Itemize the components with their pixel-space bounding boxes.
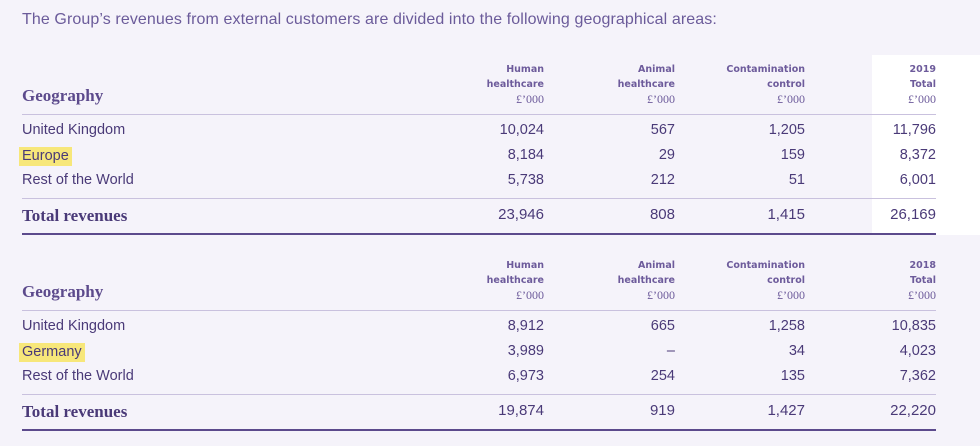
- total-row: Total revenues 23,946 808 1,415 26,169: [0, 206, 980, 230]
- geography-heading: Geography: [22, 282, 104, 301]
- row-label: United Kingdom: [22, 122, 126, 138]
- cell: 19,874: [498, 402, 544, 419]
- col-header-total: 2019 Total £’000: [908, 64, 936, 106]
- col-header-animal-healthcare: Animal healthcare £’000: [617, 260, 675, 302]
- cell: 8,184: [507, 147, 544, 163]
- cell: 10,835: [891, 318, 936, 334]
- cell: 8,372: [899, 147, 936, 163]
- cell: 6,973: [507, 368, 544, 384]
- table-row: Germany 3,989 – 34 4,023: [0, 343, 980, 367]
- geography-heading: Geography: [22, 86, 104, 105]
- row-divider: [22, 394, 936, 395]
- col-header-animal-healthcare: Animal healthcare £’000: [617, 64, 675, 106]
- col-header-human-healthcare: Human healthcare £’000: [486, 64, 544, 106]
- row-label: Rest of the World: [22, 172, 134, 188]
- cell: 1,258: [768, 318, 805, 334]
- total-label: Total revenues: [22, 206, 128, 225]
- header-divider: [22, 310, 936, 311]
- row-label: Europe: [19, 147, 72, 166]
- col-header-human-healthcare: Human healthcare £’000: [486, 260, 544, 302]
- total-row: Total revenues 19,874 919 1,427 22,220: [0, 402, 980, 426]
- cell: 1,415: [767, 206, 805, 223]
- cell: 808: [649, 206, 675, 223]
- cell: 212: [650, 172, 675, 188]
- table-row: United Kingdom 10,024 567 1,205 11,796: [0, 122, 980, 146]
- col-header-total: 2018 Total £’000: [908, 260, 936, 302]
- col-header-contamination-control: Contamination control £’000: [726, 64, 805, 106]
- cell: –: [666, 343, 675, 359]
- cell: 1,427: [767, 402, 805, 419]
- table-row: Europe 8,184 29 159 8,372: [0, 147, 980, 171]
- cell: 51: [788, 172, 805, 188]
- intro-text: The Group’s revenues from external custo…: [22, 11, 717, 28]
- col-header-contamination-control: Contamination control £’000: [726, 260, 805, 302]
- cell: 4,023: [899, 343, 936, 359]
- table-row: United Kingdom 8,912 665 1,258 10,835: [0, 318, 980, 342]
- cell: 6,001: [899, 172, 936, 188]
- cell: 7,362: [899, 368, 936, 384]
- cell: 159: [780, 147, 805, 163]
- cell: 665: [650, 318, 675, 334]
- cell: 23,946: [498, 206, 544, 223]
- table-row: Rest of the World 6,973 254 135 7,362: [0, 368, 980, 392]
- cell: 919: [649, 402, 675, 419]
- row-divider: [22, 198, 936, 199]
- cell: 8,912: [507, 318, 544, 334]
- cell: 135: [780, 368, 805, 384]
- row-label: Rest of the World: [22, 368, 134, 384]
- total-column-highlight: [872, 55, 980, 235]
- total-underline: [22, 429, 936, 431]
- cell: 34: [788, 343, 805, 359]
- cell: 3,989: [507, 343, 544, 359]
- cell: 1,205: [768, 122, 805, 138]
- cell: 5,738: [507, 172, 544, 188]
- row-label: United Kingdom: [22, 318, 126, 334]
- header-divider: [22, 114, 936, 115]
- total-label: Total revenues: [22, 402, 128, 421]
- table-row: Rest of the World 5,738 212 51 6,001: [0, 172, 980, 196]
- cell: 22,220: [890, 402, 936, 419]
- cell: 26,169: [890, 206, 936, 223]
- row-label: Germany: [19, 343, 85, 362]
- cell: 10,024: [499, 122, 544, 138]
- cell: 567: [650, 122, 675, 138]
- cell: 29: [658, 147, 675, 163]
- cell: 11,796: [892, 122, 936, 138]
- cell: 254: [650, 368, 675, 384]
- total-underline: [22, 233, 936, 235]
